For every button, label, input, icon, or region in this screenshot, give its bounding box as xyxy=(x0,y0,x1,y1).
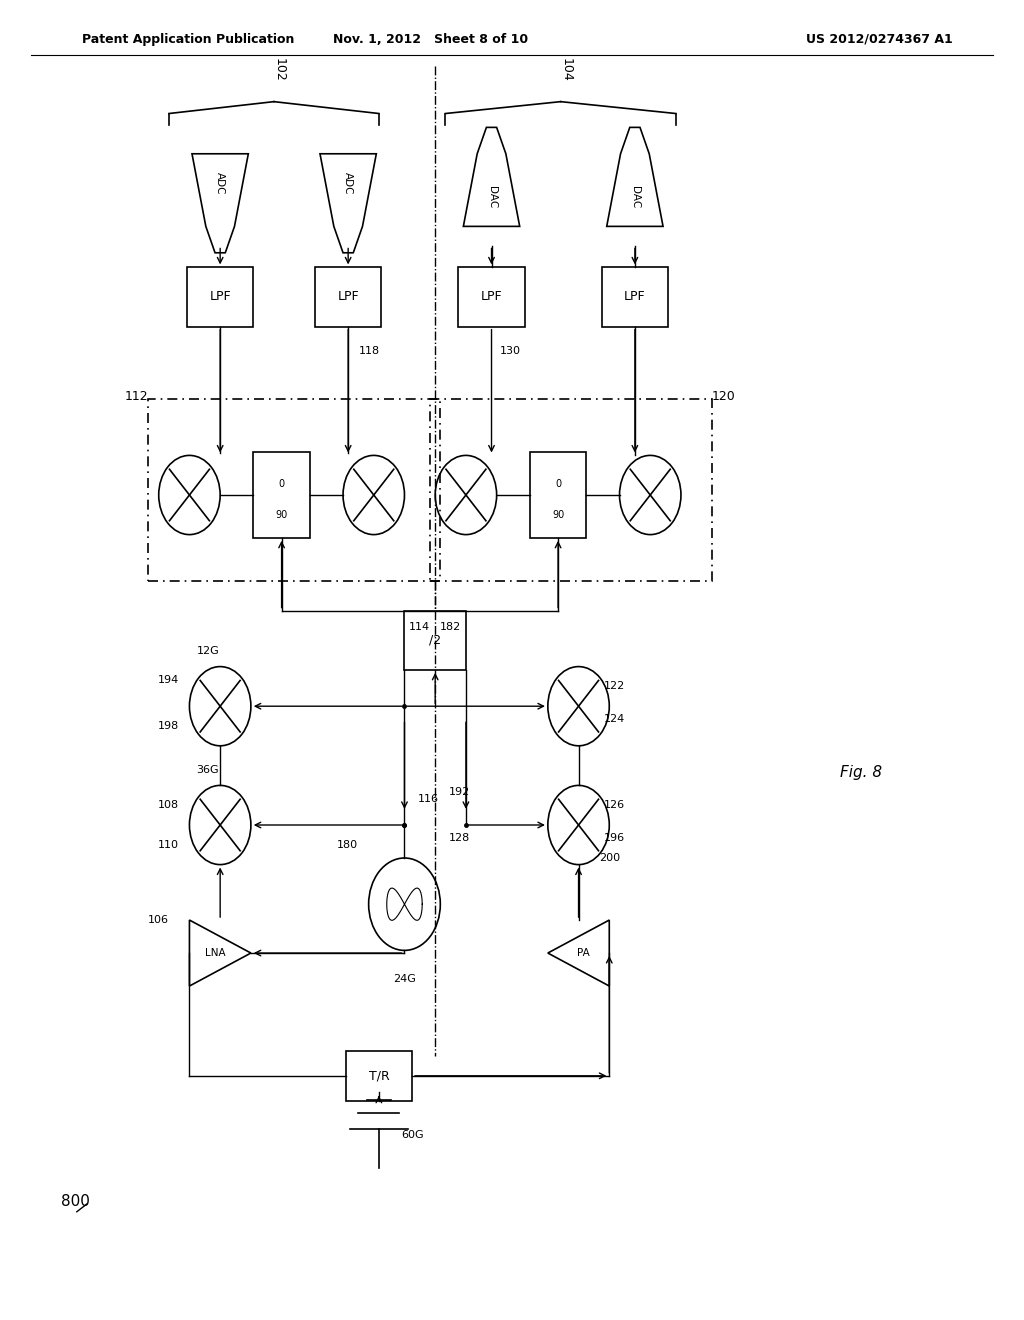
Text: 118: 118 xyxy=(358,346,380,356)
Text: Nov. 1, 2012   Sheet 8 of 10: Nov. 1, 2012 Sheet 8 of 10 xyxy=(333,33,527,46)
Text: 122: 122 xyxy=(604,681,626,692)
Text: 90: 90 xyxy=(275,510,288,520)
Text: Fig. 8: Fig. 8 xyxy=(840,764,882,780)
Text: 116: 116 xyxy=(418,793,439,804)
Text: 126: 126 xyxy=(604,800,626,810)
Text: LPF: LPF xyxy=(337,290,359,304)
Text: 60G: 60G xyxy=(401,1130,424,1140)
Bar xyxy=(404,610,466,671)
Text: 12G: 12G xyxy=(197,645,219,656)
Text: 800: 800 xyxy=(61,1193,90,1209)
Text: 24G: 24G xyxy=(393,974,416,985)
Text: 130: 130 xyxy=(500,346,521,356)
Text: US 2012/0274367 A1: US 2012/0274367 A1 xyxy=(806,33,952,46)
Text: 102: 102 xyxy=(272,58,286,82)
Bar xyxy=(186,267,254,326)
Text: 180: 180 xyxy=(337,840,358,850)
Bar xyxy=(459,267,524,326)
Text: 200: 200 xyxy=(599,853,621,863)
Text: LPF: LPF xyxy=(209,290,231,304)
Text: 36G: 36G xyxy=(197,764,219,775)
Text: 192: 192 xyxy=(449,787,470,797)
Text: PA: PA xyxy=(578,948,590,958)
Text: 0: 0 xyxy=(279,479,285,490)
Text: 182: 182 xyxy=(440,622,462,632)
Text: Patent Application Publication: Patent Application Publication xyxy=(82,33,294,46)
Text: 110: 110 xyxy=(158,840,179,850)
Text: LPF: LPF xyxy=(624,290,646,304)
Text: /2: /2 xyxy=(429,634,441,647)
Text: 198: 198 xyxy=(158,721,179,731)
Bar xyxy=(430,399,712,581)
Bar xyxy=(602,267,669,326)
Text: 194: 194 xyxy=(158,675,179,685)
Bar xyxy=(315,267,381,326)
Text: 112: 112 xyxy=(125,389,148,403)
Bar xyxy=(254,451,310,539)
Text: 128: 128 xyxy=(449,833,470,843)
Text: 106: 106 xyxy=(147,915,169,925)
Text: 196: 196 xyxy=(604,833,626,843)
Text: T/R: T/R xyxy=(369,1069,389,1082)
Text: ADC: ADC xyxy=(215,172,225,195)
Bar xyxy=(346,1051,412,1101)
Text: DAC: DAC xyxy=(486,186,497,207)
Text: 0: 0 xyxy=(555,479,561,490)
Bar xyxy=(530,451,587,539)
Text: 114: 114 xyxy=(409,622,430,632)
Bar xyxy=(148,399,440,581)
Text: 90: 90 xyxy=(552,510,564,520)
Text: LPF: LPF xyxy=(480,290,503,304)
Text: 104: 104 xyxy=(559,58,572,82)
Text: 120: 120 xyxy=(712,389,735,403)
Text: 108: 108 xyxy=(158,800,179,810)
Text: ADC: ADC xyxy=(343,172,353,195)
Text: LNA: LNA xyxy=(205,948,225,958)
Text: 124: 124 xyxy=(604,714,626,725)
Text: DAC: DAC xyxy=(630,186,640,207)
